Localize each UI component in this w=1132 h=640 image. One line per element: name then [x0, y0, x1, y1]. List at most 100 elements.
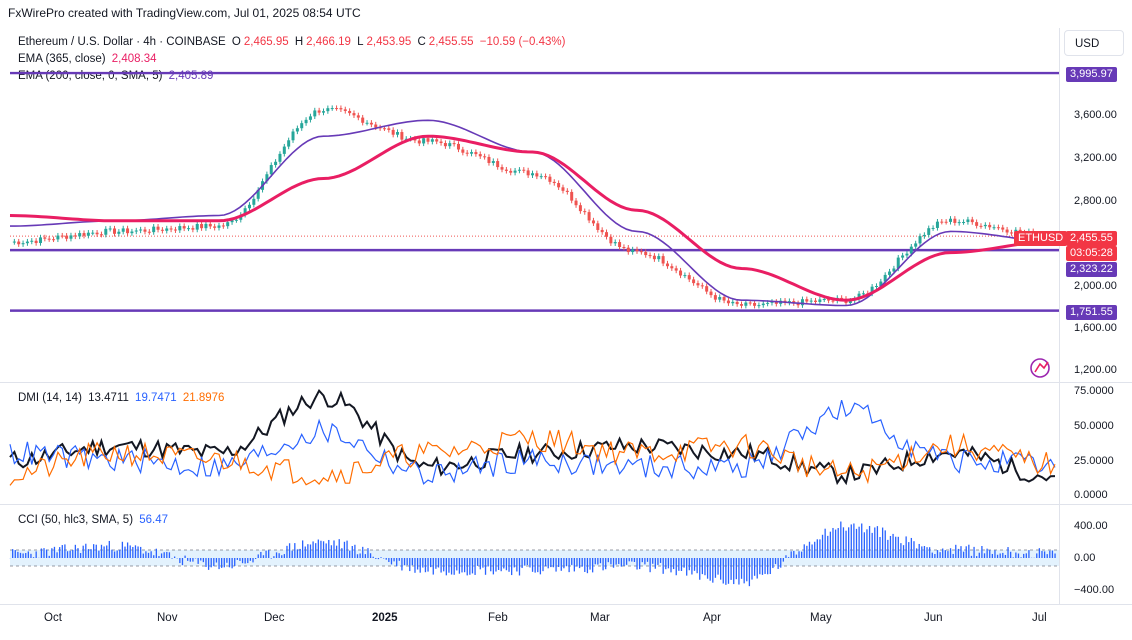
candle-body — [648, 255, 652, 257]
dmi-label: DMI (14, 14) — [18, 392, 82, 404]
cci-bar — [95, 544, 97, 558]
price-tick: 1,600.00 — [1074, 322, 1117, 334]
cci-bar — [466, 558, 468, 576]
cci-bar — [445, 558, 447, 576]
cci-bar — [868, 525, 871, 558]
dmi-legend[interactable]: DMI (14, 14) 13.4711 19.7471 21.8976 — [18, 392, 227, 404]
cci-bar — [636, 558, 638, 570]
candle-body — [814, 300, 818, 302]
cci-bar — [861, 523, 863, 558]
cci-bar — [388, 558, 390, 563]
change-value: −10.59 (−0.43%) — [479, 36, 566, 48]
candle-body — [687, 275, 691, 280]
cci-bar — [563, 558, 565, 569]
cci-bar — [385, 558, 387, 560]
candle-body — [1005, 229, 1009, 233]
support-low-price-tag[interactable]: 1,751.55 — [1066, 305, 1117, 320]
candle-body — [221, 225, 225, 227]
cci-bar — [821, 534, 824, 558]
cci-bar — [576, 558, 578, 567]
cci-bar — [325, 543, 327, 558]
symbol-price-tag[interactable]: ETHUSD — [1014, 231, 1068, 246]
candle-body — [130, 231, 134, 234]
candle-body — [487, 156, 491, 163]
cci-bar — [915, 548, 918, 558]
cci-bar — [166, 551, 168, 558]
candle-body — [552, 181, 556, 184]
candle-body — [652, 255, 656, 260]
cci-bar — [440, 558, 442, 573]
cci-bar — [704, 558, 706, 576]
candle-body — [470, 152, 474, 154]
candle-body — [639, 251, 643, 253]
cci-bar — [171, 558, 173, 559]
cci-bar — [153, 555, 155, 558]
cci-bar — [748, 558, 751, 587]
cci-bar — [93, 544, 95, 558]
dmi-minus-value: 21.8976 — [182, 392, 225, 404]
cci-bar — [905, 536, 907, 558]
candle-body — [583, 211, 587, 213]
cci-bar — [463, 558, 466, 573]
cci-bar — [965, 546, 967, 558]
candle-body — [43, 237, 47, 239]
cci-bar — [43, 548, 45, 558]
candle-body — [944, 221, 948, 223]
candle-body — [661, 256, 665, 264]
cci-legend[interactable]: CCI (50, hlc3, SMA, 5) 56.47 — [18, 514, 171, 526]
cci-bar — [764, 558, 766, 574]
candle-body — [391, 129, 395, 135]
cci-bar — [560, 558, 562, 571]
tradingview-logo-icon[interactable] — [1030, 358, 1050, 378]
cci-bar — [100, 544, 103, 558]
cci-bar — [126, 542, 129, 558]
candle-body — [544, 176, 548, 178]
cci-bar — [902, 545, 905, 558]
cci-bar — [223, 558, 225, 568]
candle-body — [426, 138, 430, 142]
time-tick: Mar — [590, 612, 610, 624]
cci-bar — [895, 536, 897, 558]
cci-bar — [302, 540, 304, 558]
candle-body — [104, 228, 108, 235]
cci-bar — [649, 558, 651, 573]
cci-bar — [205, 558, 207, 567]
cci-bar — [900, 543, 902, 558]
cci-bar — [602, 558, 604, 571]
candle-body — [361, 117, 365, 123]
candle-body — [996, 227, 1000, 229]
cci-bar — [273, 556, 275, 558]
candle-body — [126, 228, 130, 234]
candle-body — [587, 212, 591, 221]
candle-body — [38, 237, 42, 244]
cci-band — [10, 550, 1059, 566]
candle-body — [909, 246, 913, 254]
cci-bar — [14, 550, 16, 558]
cci-bar — [312, 541, 314, 558]
last-price-tag[interactable]: 2,455.55 — [1066, 231, 1117, 246]
currency-button[interactable]: USD — [1064, 30, 1124, 56]
symbol-label: Ethereum / U.S. Dollar · 4h · COINBASE — [18, 36, 226, 48]
candle-body — [483, 156, 487, 158]
ema365-legend[interactable]: EMA (365, close) 2,408.34 — [18, 53, 160, 65]
cci-bar — [518, 558, 521, 576]
dmi-tick: 25.0000 — [1074, 455, 1114, 467]
cci-bar — [416, 558, 419, 570]
cci-bar — [871, 532, 873, 558]
candle-body — [178, 226, 182, 231]
resistance-price-tag[interactable]: 3,995.97 — [1066, 67, 1117, 82]
cci-bar — [793, 550, 795, 558]
cci-bar — [646, 558, 649, 562]
cci-bar — [281, 555, 283, 558]
support-mid-price-tag[interactable]: 2,323.22 — [1066, 262, 1117, 277]
cci-bar — [372, 556, 374, 558]
ema365-value: 2,408.34 — [111, 53, 157, 65]
cci-bar — [187, 558, 189, 561]
cci-bar — [516, 558, 518, 572]
cci-bar — [845, 530, 847, 558]
cci-bar — [32, 557, 35, 558]
cci-bar — [850, 524, 852, 558]
candle-body — [748, 302, 752, 304]
cci-bar — [976, 556, 978, 558]
